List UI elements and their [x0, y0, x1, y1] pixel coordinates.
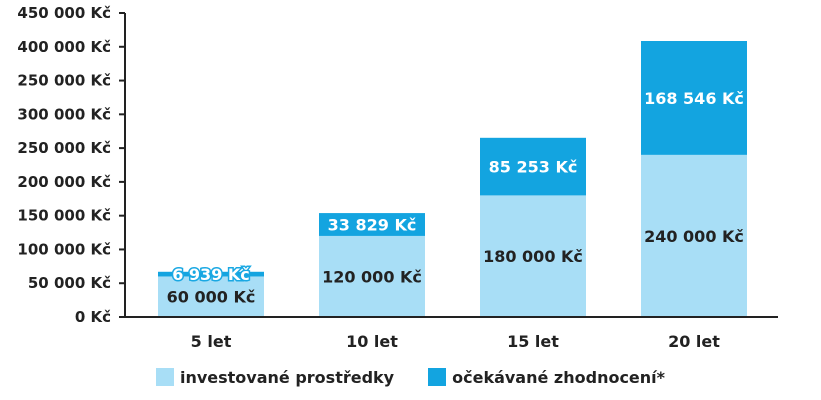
data-label-invested: 120 000 Kč — [322, 267, 422, 286]
x-tick-label: 5 let — [191, 332, 232, 351]
legend-swatch-expected-return — [428, 368, 447, 386]
data-label-expected-return: 85 253 Kč — [489, 158, 578, 177]
y-tick-label: 400 000 Kč — [17, 38, 111, 56]
y-tick-label: 300 000 Kč — [17, 105, 111, 123]
bar-invested — [319, 235, 425, 317]
data-label-expected-return: 6 939 Kč — [172, 265, 250, 284]
data-label-expected-return: 168 546 Kč — [644, 89, 744, 108]
data-label-invested: 180 000 Kč — [483, 247, 583, 266]
legend-item-expected-return: očekávané zhodnocení* — [428, 368, 665, 387]
bar-invested — [480, 195, 586, 317]
x-tick-label: 20 let — [668, 332, 720, 351]
y-tick-label: 450 000 Kč — [17, 4, 111, 22]
data-label-invested: 60 000 Kč — [167, 288, 256, 307]
y-tick-label: 50 000 Kč — [28, 274, 111, 292]
x-tick-label: 10 let — [346, 332, 398, 351]
legend-swatch-invested — [155, 368, 174, 386]
y-tick-label: 250 000 Kč — [17, 72, 111, 90]
legend-label-invested: investované prostředky — [179, 367, 395, 387]
bar-invested — [641, 154, 747, 317]
y-axis: 0 Kč 50 000 Kč 100 000 Kč 150 000 Kč 200 000… — [17, 4, 126, 326]
y-tick-label: 0 Kč — [75, 308, 111, 326]
x-tick-label: 15 let — [507, 332, 559, 351]
bar-invested — [158, 276, 264, 317]
bar-expected-return — [158, 271, 264, 277]
y-tick-label: 250 000 Kč — [17, 139, 111, 157]
bar-expected-return — [480, 137, 586, 196]
data-label-expected-return: 33 829 Kč — [328, 216, 417, 235]
y-tick-label: 200 000 Kč — [17, 173, 111, 191]
y-tick-label: 150 000 Kč — [17, 207, 111, 225]
bars-group: 60 000 Kč 6 939 Kč 120 000 Kč 33 829 Kč 180 … — [158, 41, 747, 317]
legend-label-expected-return: očekávané zhodnocení* — [452, 367, 666, 387]
bar-expected-return — [319, 213, 425, 236]
x-axis: 5 let 10 let 15 let 20 let — [124, 316, 778, 351]
y-tick-label: 100 000 Kč — [17, 240, 111, 258]
bar-expected-return — [641, 41, 747, 155]
data-label-invested: 240 000 Kč — [644, 227, 744, 246]
legend-item-invested: investované prostředky — [155, 367, 395, 387]
legend: investované prostředky očekávané zhodnoc… — [0, 366, 821, 388]
